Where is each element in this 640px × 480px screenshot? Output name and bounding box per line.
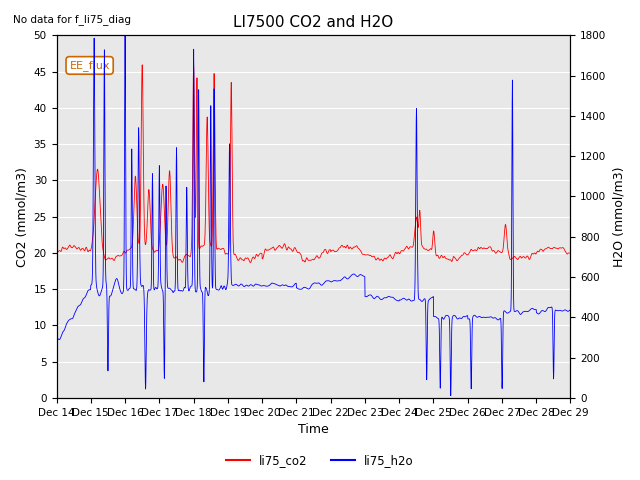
Legend: li75_co2, li75_h2o: li75_co2, li75_h2o [221,449,419,472]
Text: No data for f_li75_diag: No data for f_li75_diag [13,14,131,25]
X-axis label: Time: Time [298,423,329,436]
Y-axis label: CO2 (mmol/m3): CO2 (mmol/m3) [15,167,28,266]
Text: EE_flux: EE_flux [69,60,110,71]
Y-axis label: H2O (mmol/m3): H2O (mmol/m3) [612,167,625,267]
Title: LI7500 CO2 and H2O: LI7500 CO2 and H2O [234,15,394,30]
